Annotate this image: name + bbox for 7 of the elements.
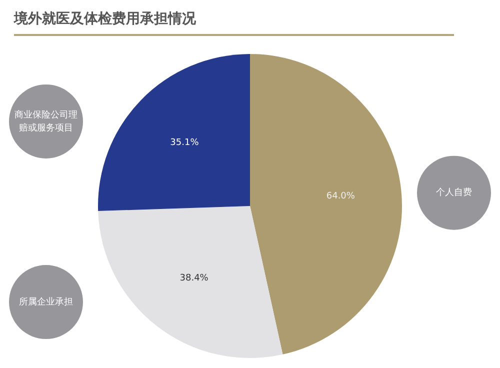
data-label: 38.4% — [180, 273, 209, 284]
slice-label: 个人自费 — [436, 187, 472, 198]
data-label: 64.0% — [326, 191, 356, 202]
chart-title: 境外就医及体检费用承担情况 — [14, 10, 454, 36]
slice-label: 商业保险公司理赔或服务项目 — [14, 109, 78, 134]
data-label: 35.1% — [170, 138, 200, 148]
slice-label: 所属企业承担 — [19, 296, 73, 308]
